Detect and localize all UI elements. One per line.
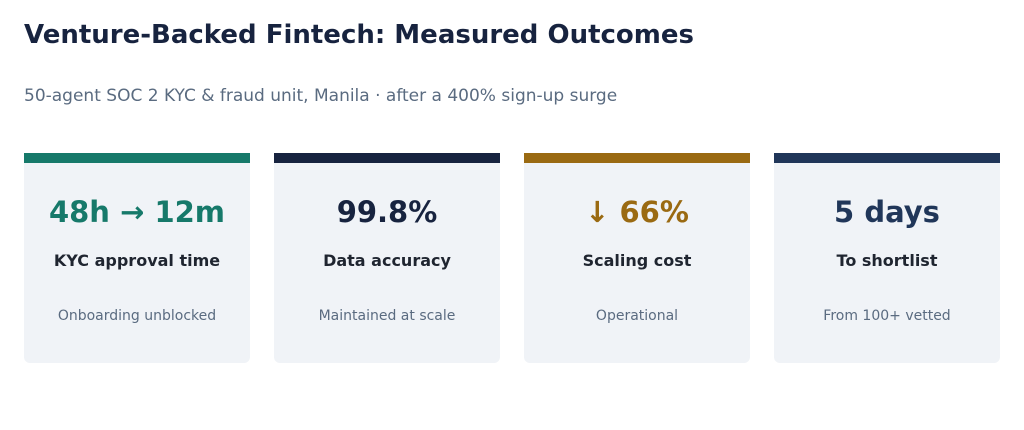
metric-note: Onboarding unblocked bbox=[57, 308, 217, 324]
metric-card: ↓ 66% Scaling cost Operational bbox=[524, 153, 750, 363]
metric-note: From 100+ vetted bbox=[823, 308, 951, 324]
metric-label: Scaling cost bbox=[582, 251, 692, 270]
metric-value: 5 days bbox=[834, 195, 940, 229]
metric-label: KYC approval time bbox=[53, 251, 221, 270]
metric-value: 99.8% bbox=[336, 195, 438, 229]
metric-card: 48h → 12m KYC approval time Onboarding unb… bbox=[24, 153, 250, 363]
title: Venture-Backed Fintech: Measured Outcome… bbox=[24, 20, 694, 50]
metric-label: To shortlist bbox=[836, 251, 938, 270]
metric-value: 48h → 12m bbox=[48, 195, 226, 229]
metric-note: Operational bbox=[595, 308, 679, 324]
subtitle: 50-agent SOC 2 KYC & fraud unit, Manila … bbox=[24, 86, 618, 106]
metric-label: Data accuracy bbox=[323, 251, 451, 270]
metric-note: Maintained at scale bbox=[318, 308, 456, 324]
card-row: 48h → 12m KYC approval time Onboarding unb… bbox=[24, 153, 1000, 363]
metric-card: 99.8% Data accuracy Maintained at scale bbox=[274, 153, 500, 363]
metric-card: 5 days To shortlist From 100+ vetted bbox=[774, 153, 1000, 363]
metric-value: ↓ 66% bbox=[585, 195, 689, 229]
